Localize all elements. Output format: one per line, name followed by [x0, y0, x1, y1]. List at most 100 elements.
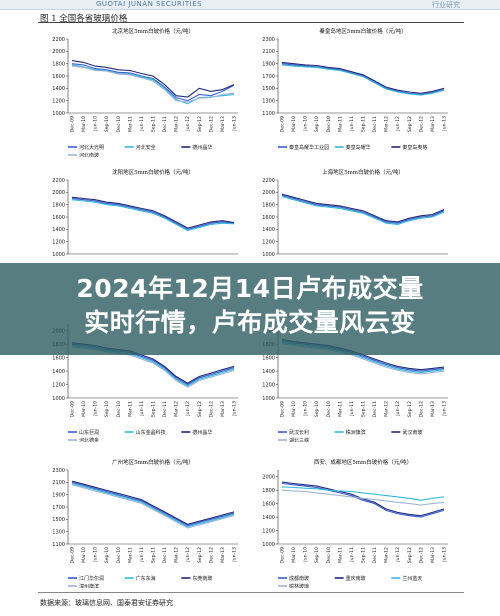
x-tick-label: Dec-09: [280, 401, 286, 417]
y-tick-label: 1000: [52, 111, 65, 117]
legend-label: 武汉长利: [289, 429, 309, 436]
y-tick-label: 1100: [52, 542, 65, 548]
legend-label: 东莞南玻: [192, 575, 212, 582]
y-tick-label: 1400: [52, 369, 65, 375]
x-tick-label: Dec-09: [70, 116, 76, 132]
x-tick-label: Sep-11: [361, 116, 367, 132]
legend-label: 河北德金: [79, 437, 99, 442]
y-tick-label: 2200: [52, 37, 65, 43]
x-tick-label: Dec-11: [372, 116, 378, 132]
series-line: [71, 60, 235, 98]
legend-label: 重庆南玻: [346, 575, 366, 582]
chart-guangzhou: 广州地区5mm白玻价格（元/吨） 2300 2100 1900 1700 1500 1300…: [42, 456, 247, 588]
y-tick-label: 1600: [52, 215, 65, 221]
chart-title: 北京地区5mm白玻价格（元/吨）: [112, 27, 194, 35]
x-tick-label: Sep-12: [197, 401, 203, 417]
x-tick-label: Sep-12: [407, 547, 413, 563]
series-line: [71, 63, 235, 102]
series-line: [281, 482, 445, 518]
x-tick-label: Mar-12: [174, 116, 180, 132]
y-tick-label: 1100: [262, 111, 275, 117]
series-line: [281, 481, 445, 517]
x-tick-label: Jun-11: [139, 116, 145, 132]
chart-shenyang: 沈阳地区5mm白玻价格（元/吨） 2200 2000 1800 1600 1400 1200…: [42, 166, 247, 298]
x-tick-label: Dec-11: [162, 116, 168, 132]
x-tick-label: Jun-11: [349, 547, 355, 563]
y-tick-label: 1800: [262, 488, 275, 494]
y-tick-label: 1000: [262, 542, 275, 548]
x-tick-label: Jun-11: [349, 116, 355, 132]
series-line: [281, 61, 445, 94]
y-tick-label: 1000: [262, 252, 275, 258]
y-tick-label: 2000: [262, 475, 275, 481]
x-tick-label: Jun-12: [185, 116, 191, 132]
legend-label: 山东金晶科技: [136, 429, 166, 436]
y-tick-label: 1700: [52, 505, 65, 511]
section-label: 行业研究: [432, 1, 460, 9]
figure-title: 图 1 全国各省玻璃价格: [40, 14, 128, 24]
series-line: [71, 196, 235, 229]
legend-label: 兰州蓝天: [402, 575, 422, 582]
x-tick-label: Dec-09: [280, 547, 286, 563]
chart-shanghai: 上海地区5mm白玻价格（元/吨） 2200 2000 1800 1600 1400 1200…: [252, 166, 457, 298]
x-tick-label: Sep-11: [361, 547, 367, 563]
chart-svg: 北京地区5mm白玻价格（元/吨） 2200 2000 1800 1600 1400 1200…: [52, 27, 238, 157]
x-tick-label: Sep-11: [361, 401, 367, 417]
series-line: [71, 480, 235, 525]
x-tick-label: Mar-13: [220, 547, 226, 563]
chart-xian-chengdu: 西安、成都地区5mm白玻价格（元/吨） 2000 1800 1600 1400 1200 1…: [252, 456, 457, 588]
y-tick-label: 2200: [262, 178, 275, 184]
x-tick-label: Sep-12: [197, 116, 203, 132]
y-tick-label: 1400: [52, 227, 65, 233]
legend-label: 漳州旗滨: [79, 583, 99, 588]
legend-label: 秦皇岛奥格: [402, 144, 427, 151]
x-tick-label: Mar-10: [291, 547, 297, 563]
legend-label: 德州晶华: [192, 144, 212, 151]
x-tick-label: Dec-10: [116, 547, 122, 563]
x-tick-label: Dec-09: [70, 547, 76, 563]
legend-label: 湖北三峡: [289, 437, 309, 442]
legend-label: 山东巨润: [79, 429, 99, 436]
y-tick-label: 1400: [262, 227, 275, 233]
x-tick-label: Dec-10: [326, 401, 332, 417]
legend-label: 河北大光明: [79, 144, 104, 151]
y-tick-label: 2000: [262, 190, 275, 196]
y-tick-label: 1300: [52, 529, 65, 535]
headline-line-2: 实时行情，卢布成交量风云变: [84, 308, 416, 337]
chart-title: 西安、成都地区5mm白玻价格（元/吨）: [314, 458, 412, 466]
x-tick-label: Dec-12: [418, 401, 424, 417]
chart-svg: 秦皇岛地区5mm白玻价格（元/吨） 2300 2100 1900 1700 1500 130…: [262, 27, 448, 151]
x-tick-label: Dec-10: [116, 401, 122, 417]
chart-svg: 广州地区5mm白玻价格（元/吨） 2300 2100 1900 1700 1500 1300…: [52, 458, 238, 588]
legend-label: 河北安全: [136, 144, 156, 151]
y-tick-label: 1800: [52, 202, 65, 208]
x-tick-label: Dec-12: [208, 547, 214, 563]
series-line: [281, 486, 445, 501]
y-tick-label: 1400: [52, 86, 65, 92]
legend-label: 河北南玻: [79, 152, 99, 157]
series-line: [281, 194, 445, 224]
x-tick-label: Dec-12: [418, 116, 424, 132]
y-tick-label: 1200: [52, 98, 65, 104]
x-tick-label: Dec-12: [208, 401, 214, 417]
y-tick-label: 1000: [52, 252, 65, 258]
y-tick-label: 1200: [52, 239, 65, 245]
x-tick-label: Jun-10: [93, 116, 99, 132]
y-tick-label: 2300: [52, 468, 65, 474]
legend-label: 成都南玻: [289, 575, 309, 582]
y-tick-label: 1500: [52, 517, 65, 523]
x-tick-label: Jun-10: [303, 116, 309, 132]
chart-title: 上海地区5mm白玻价格（元/吨）: [322, 168, 404, 176]
x-tick-label: Sep-11: [151, 116, 157, 132]
x-tick-label: Sep-10: [104, 401, 110, 417]
legend-label: 秦皇岛耀华: [346, 144, 371, 151]
x-tick-label: Mar-12: [174, 401, 180, 417]
x-tick-label: Mar-11: [337, 116, 343, 132]
series-line: [71, 65, 235, 103]
y-tick-label: 1800: [262, 202, 275, 208]
series-line: [281, 196, 445, 225]
x-tick-label: Mar-12: [384, 547, 390, 563]
x-tick-label: Dec-10: [116, 116, 122, 132]
series-line: [71, 484, 235, 529]
